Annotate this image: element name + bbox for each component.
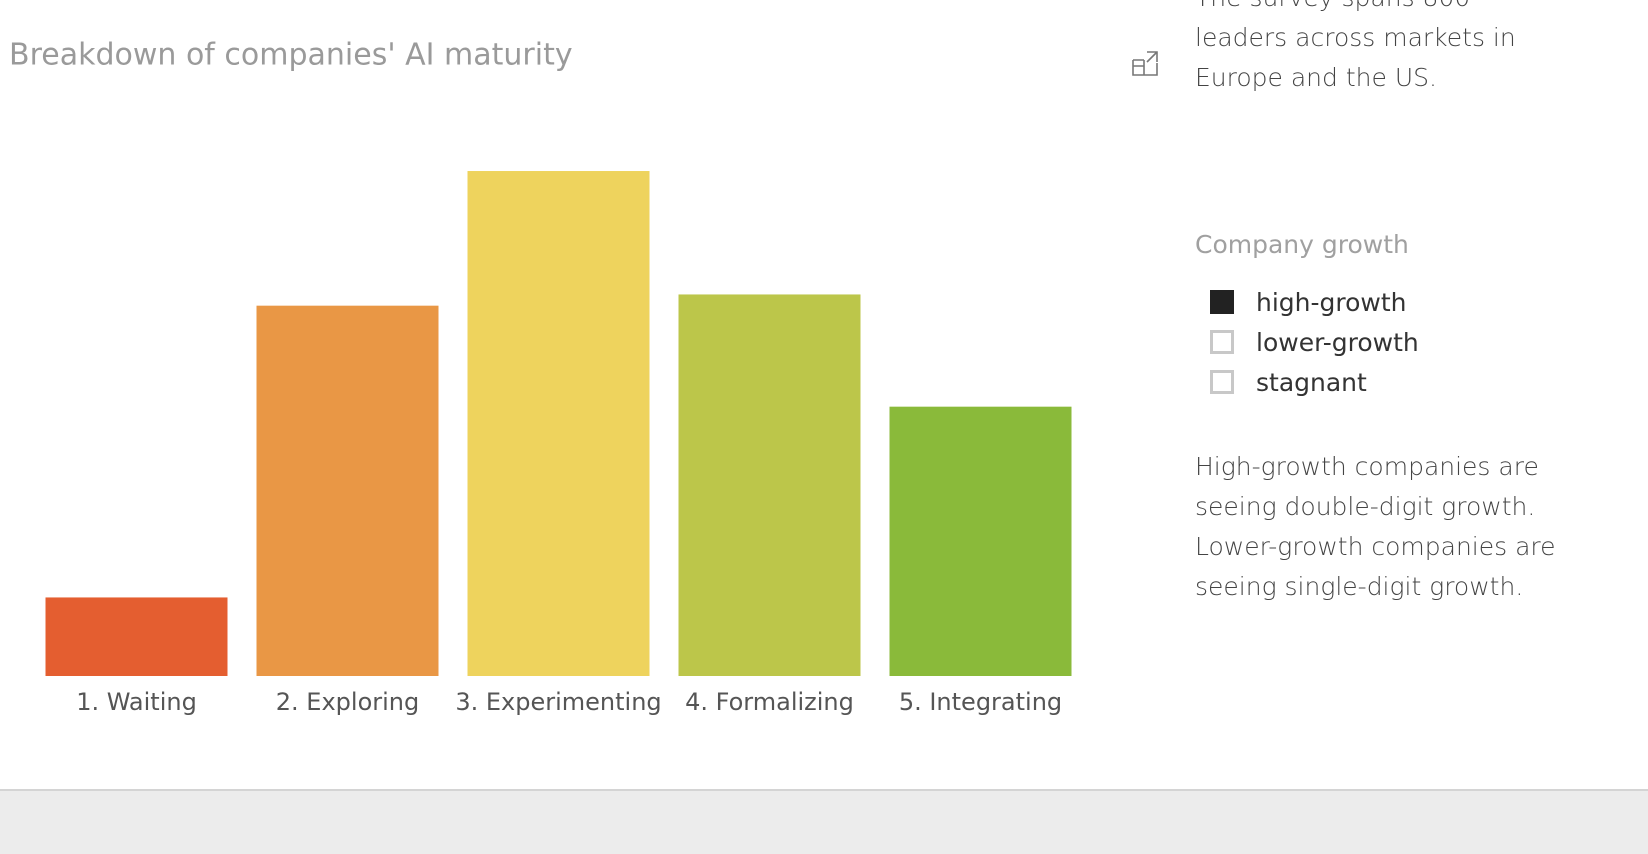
slicer-label: high-growth <box>1256 287 1407 317</box>
bar <box>678 294 861 676</box>
checkbox[interactable] <box>1210 330 1234 354</box>
slicer-item[interactable]: lower-growth <box>1210 322 1419 362</box>
x-tick-label: 4. Formalizing <box>685 688 854 716</box>
chart: Breakdown of companies' AI maturity 1. W… <box>9 38 1072 716</box>
intro-text: The survey spans 800 leaders across mark… <box>1195 0 1516 92</box>
slicer-item[interactable]: high-growth <box>1210 282 1419 322</box>
bar <box>45 597 228 676</box>
checkbox[interactable] <box>1210 290 1234 314</box>
checkbox[interactable] <box>1210 370 1234 394</box>
bar <box>889 406 1072 676</box>
slicer: high-growth lower-growth stagnant <box>1210 282 1419 402</box>
x-tick-label: 3. Experimenting <box>455 688 661 716</box>
slicer-label: lower-growth <box>1256 327 1419 357</box>
slicer-title: Company growth <box>1195 230 1409 259</box>
focus-mode-icon[interactable] <box>1130 48 1162 80</box>
slicer-item[interactable]: stagnant <box>1210 362 1419 402</box>
footer-bar <box>0 789 1648 854</box>
chart-title: Breakdown of companies' AI maturity <box>9 38 573 73</box>
bar <box>256 305 439 676</box>
x-tick-label: 1. Waiting <box>76 688 197 716</box>
bar <box>467 171 650 676</box>
slicer-label: stagnant <box>1256 367 1367 397</box>
x-tick-label: 2. Exploring <box>276 688 419 716</box>
note-text: High-growth companies are seeing double-… <box>1195 452 1556 601</box>
x-tick-label: 5. Integrating <box>899 688 1062 716</box>
